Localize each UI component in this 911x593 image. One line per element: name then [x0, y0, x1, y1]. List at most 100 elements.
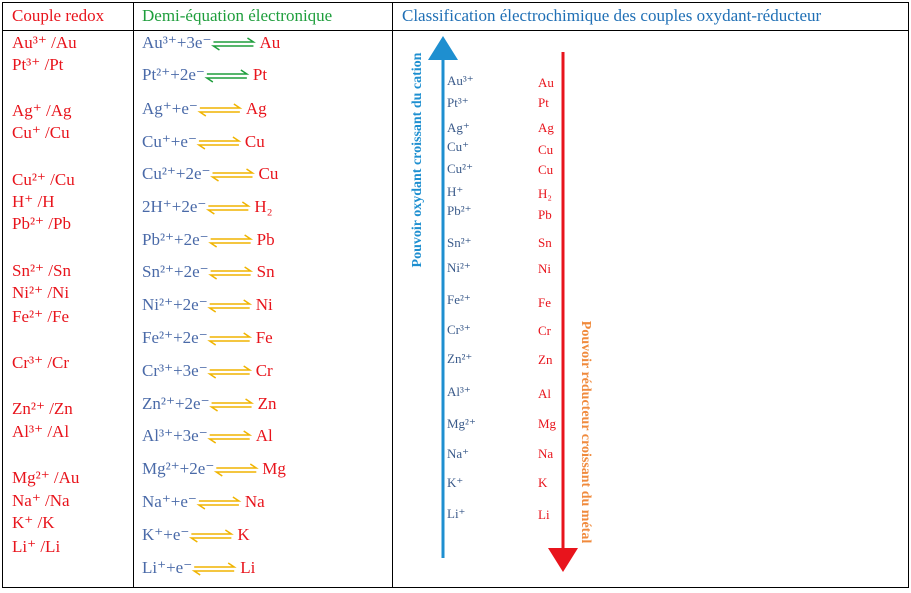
equation-left: Mg²⁺+2e⁻ [142, 459, 214, 478]
oxidant: Cr³⁺ [447, 322, 471, 337]
equation-right: Cu [259, 164, 279, 183]
oxidant: Na⁺ [447, 446, 469, 461]
couple: Sn²⁺ /Sn [12, 261, 71, 280]
reductant: Zn [538, 352, 553, 367]
arrow [188, 529, 234, 543]
arrow [191, 562, 237, 576]
reductant: Pb [538, 207, 552, 222]
couple: Cu²⁺ /Cu [12, 170, 75, 189]
couple: Li⁺ /Li [12, 537, 60, 556]
oxidant: Zn²⁺ [447, 351, 472, 366]
equation-right: Zn [258, 394, 277, 413]
couple: Au³⁺ /Au [12, 33, 77, 52]
couple: Na⁺ /Na [12, 491, 70, 510]
equation-right: Mg [262, 459, 286, 478]
oxidant: Pb²⁺ [447, 203, 472, 218]
reductant: Mg [538, 416, 557, 431]
oxidant: Au³⁺ [447, 73, 474, 88]
equation-right: Cu [245, 132, 265, 151]
arrow [204, 69, 250, 83]
oxidant: Li⁺ [447, 506, 465, 521]
reductant: Cu [538, 142, 554, 157]
arrow [207, 299, 253, 313]
arrow [208, 266, 254, 280]
couple: Ni²⁺ /Ni [12, 283, 69, 302]
axis-label: Pouvoir réducteur croissant du métal [578, 321, 593, 544]
couple: Ag⁺ /Ag [12, 101, 72, 120]
couple: Al³⁺ /Al [12, 422, 69, 441]
arrow [197, 103, 243, 117]
equation-left: Li⁺+e⁻ [142, 558, 192, 577]
oxidant: Fe²⁺ [447, 292, 471, 307]
arrow [205, 201, 251, 215]
oxidant: K⁺ [447, 475, 463, 490]
equation-left: Cu⁺+e⁻ [142, 132, 197, 151]
arrow [210, 168, 255, 182]
oxidant: Ni²⁺ [447, 260, 471, 275]
couple: H⁺ /H [12, 192, 55, 211]
reductant: K [538, 475, 548, 490]
oxidant: Ag⁺ [447, 120, 470, 135]
reductant: Fe [538, 295, 551, 310]
equation-left: Zn²⁺+2e⁻ [142, 394, 210, 413]
oxidant: H⁺ [447, 184, 463, 199]
header-cell: Classification électrochimique des coupl… [402, 6, 822, 25]
equation-left: Fe²⁺+2e⁻ [142, 328, 208, 347]
oxidant: Mg²⁺ [447, 416, 476, 431]
couple: Pt³⁺ /Pt [12, 55, 64, 74]
arrow [213, 463, 259, 477]
equation-right: Cr [256, 361, 273, 380]
equation-right: Au [259, 33, 280, 52]
equation-right: Na [245, 492, 265, 511]
equation-left: 2H⁺+2e⁻ [142, 197, 206, 216]
equation-right: Sn [257, 262, 275, 281]
axis-label: Pouvoir oxydant croissant du cation [410, 52, 425, 267]
arrow [210, 37, 256, 51]
equation-right: K [237, 525, 250, 544]
equation-left: Na⁺+e⁻ [142, 492, 197, 511]
arrow [209, 398, 255, 412]
reductant: Cr [538, 323, 552, 338]
equation-left: Al³⁺+3e⁻ [142, 426, 208, 445]
reductant: Ni [538, 261, 551, 276]
reductant: Cu [538, 162, 554, 177]
reductant: Al [538, 386, 551, 401]
equation-right: Pb [257, 230, 275, 249]
equation-right: Pt [253, 65, 267, 84]
oxidant: Cu²⁺ [447, 161, 473, 176]
reductant: Pt [538, 95, 549, 110]
arrow [196, 136, 242, 150]
couple: Fe²⁺ /Fe [12, 307, 69, 326]
header-cell: Couple redox [12, 6, 105, 25]
couple: Pb²⁺ /Pb [12, 214, 71, 233]
couple: Cu⁺ /Cu [12, 123, 70, 142]
couple: Zn²⁺ /Zn [12, 399, 73, 418]
equation-right: Fe [256, 328, 273, 347]
couple: Cr³⁺ /Cr [12, 353, 69, 372]
couple: Mg²⁺ /Au [12, 468, 80, 487]
oxidant: Cu⁺ [447, 139, 469, 154]
arrow [196, 496, 242, 510]
arrow [207, 430, 253, 444]
reductant: Na [538, 446, 553, 461]
reductant: Ag [538, 120, 554, 135]
equation-right: Li [240, 558, 255, 577]
equation-left: Pb²⁺+2e⁻ [142, 230, 209, 249]
equation-left: K⁺+e⁻ [142, 525, 189, 544]
oxidant: Al³⁺ [447, 384, 471, 399]
reductant: H₂ [538, 186, 552, 201]
equation-left: Pt²⁺+2e⁻ [142, 65, 205, 84]
reductant: Sn [538, 235, 552, 250]
equation-right: Ni [256, 295, 273, 314]
reductant: Au [538, 75, 554, 90]
equation-right: H₂ [254, 197, 272, 216]
arrow [207, 365, 253, 379]
header-cell: Demi-équation électronique [142, 6, 332, 25]
equation-left: Cu²⁺+2e⁻ [142, 164, 211, 183]
equation-right: Ag [246, 99, 267, 118]
equation-left: Cr³⁺+3e⁻ [142, 361, 208, 380]
equation-left: Au³⁺+3e⁻ [142, 33, 211, 52]
